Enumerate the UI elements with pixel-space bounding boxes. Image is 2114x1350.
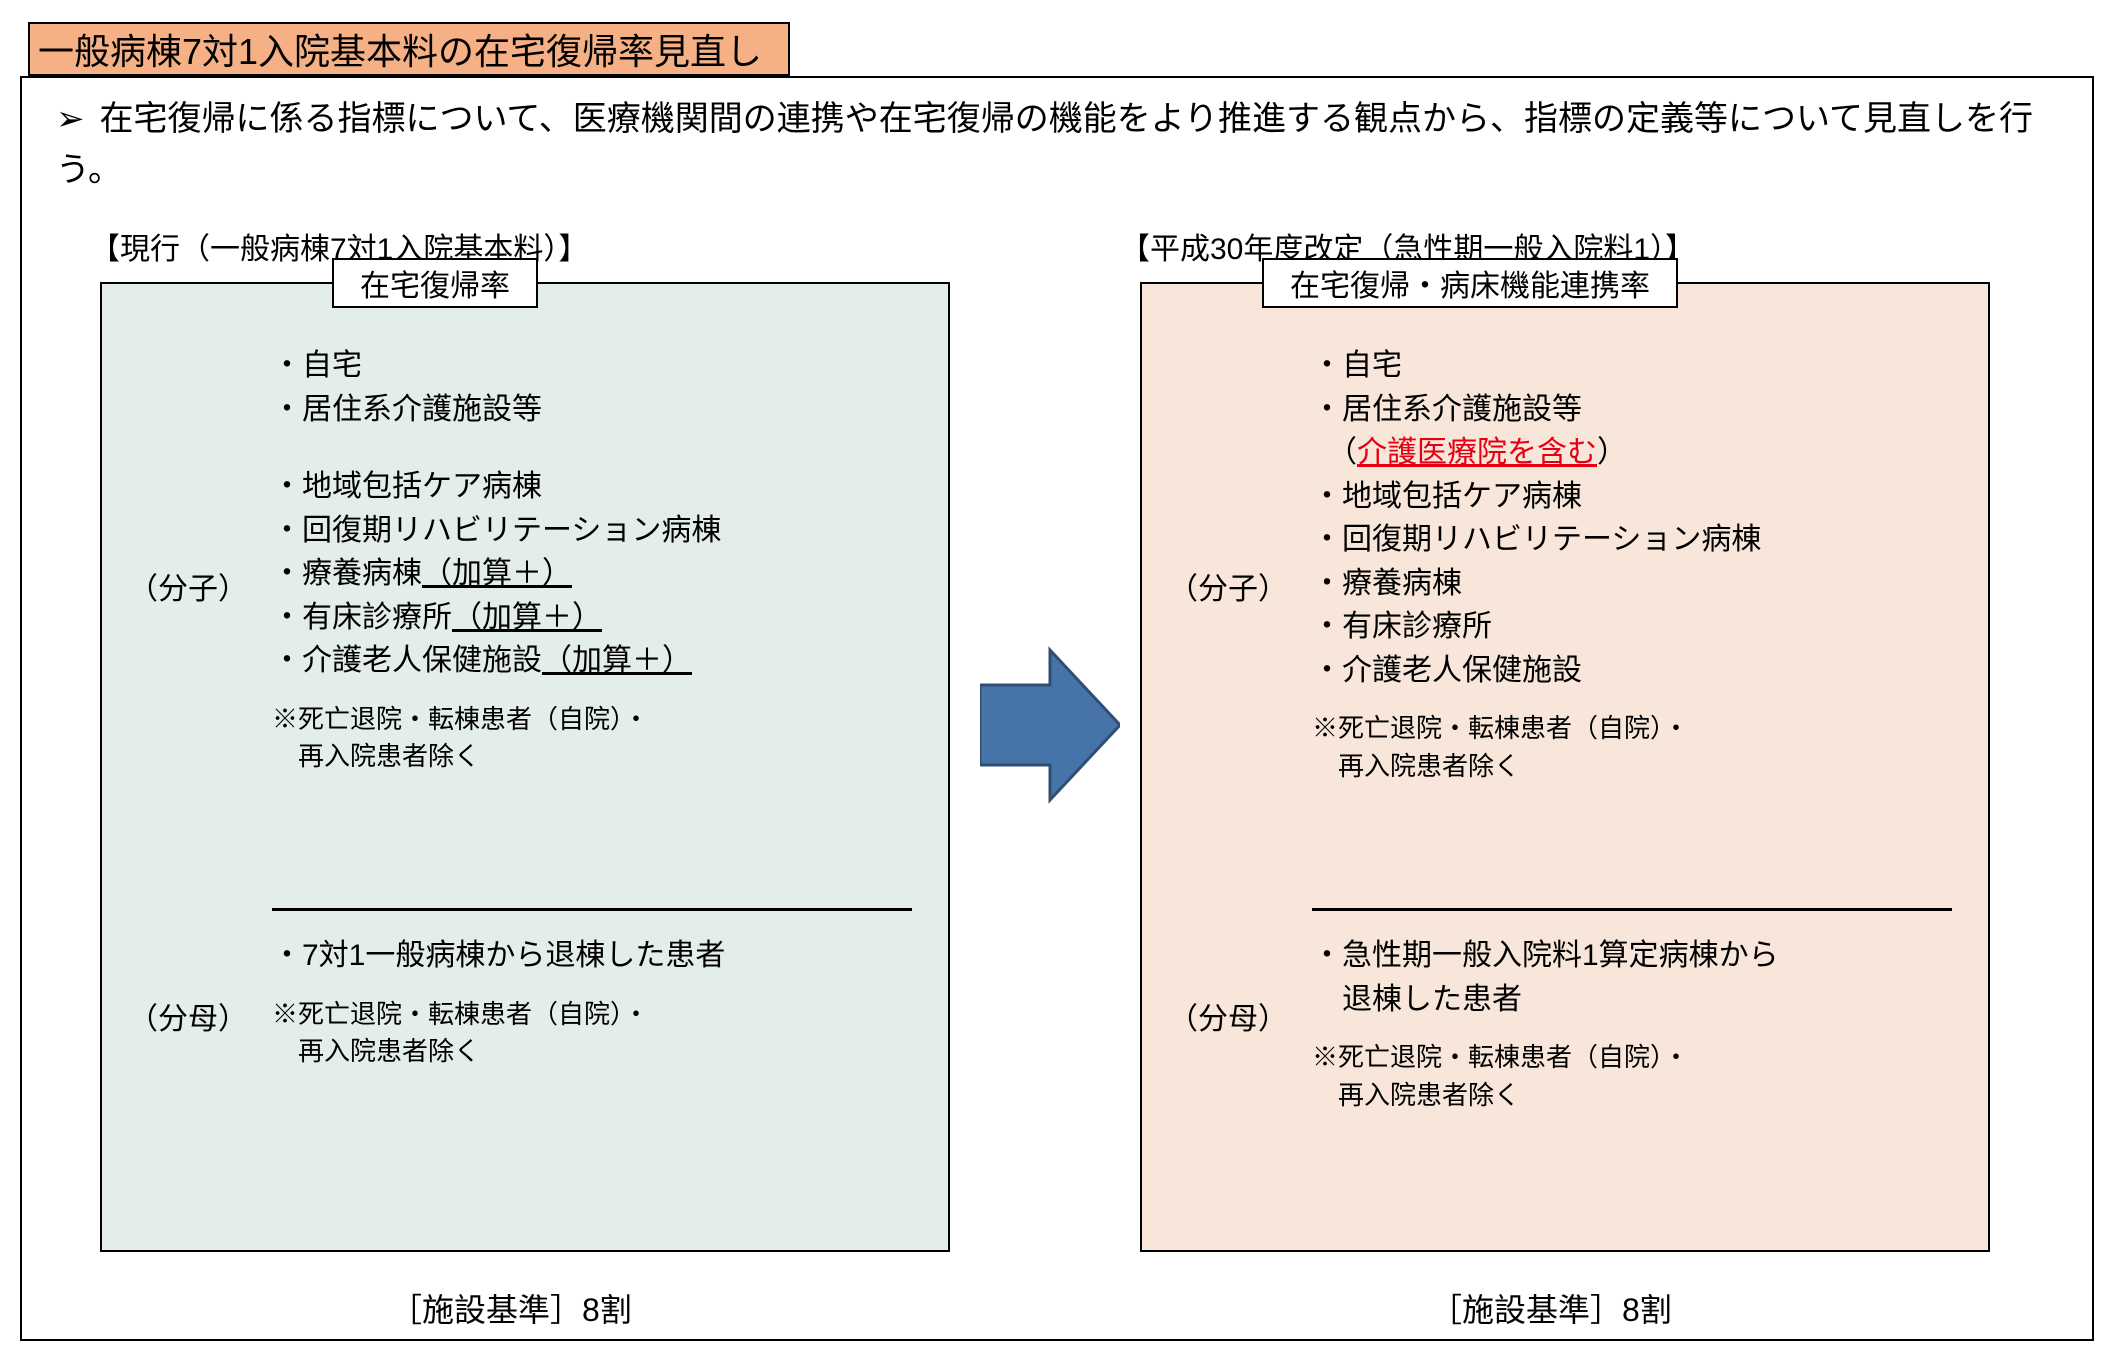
note-line: ※死亡退院・転棟患者（自院）・ — [272, 996, 922, 1034]
text: ・有床診療所 — [272, 601, 452, 634]
text-ul: （加算＋） — [542, 644, 692, 677]
text-ul: （加算＋） — [422, 557, 572, 590]
text: ） — [1597, 436, 1627, 469]
numerator-label-right: （分子） — [1168, 564, 1288, 608]
numerator-group1-right: ・自宅 ・居住系介護施設等 （介護医療院を含む） — [1312, 344, 1962, 475]
numerator-note-right: ※死亡退院・転棟患者（自院）・ 再入院患者除く — [1312, 710, 1962, 785]
list-item-red: （介護医療院を含む） — [1312, 431, 1962, 475]
text: ・回復期リハビリテーション病棟 — [272, 514, 721, 547]
spacer — [272, 431, 922, 465]
list-item: ・療養病棟 — [1312, 562, 1962, 606]
text: ・介護老人保健施設 — [272, 644, 542, 677]
list-item: ・介護老人保健施設（加算＋） — [272, 639, 922, 683]
list-item: ・療養病棟（加算＋） — [272, 552, 922, 596]
lead-bullet: ➢ 在宅復帰に係る指標について、医療機関間の連携や在宅復帰の機能をより推進する観… — [56, 94, 2066, 196]
numerator-note-left: ※死亡退院・転棟患者（自院）・ 再入院患者除く — [272, 701, 922, 776]
text: ・地域包括ケア病棟 — [272, 470, 542, 503]
note-line: ※死亡退院・転棟患者（自院）・ — [272, 701, 922, 739]
denominator-content-right: ・急性期一般入院料1算定病棟から 退棟した患者 ※死亡退院・転棟患者（自院）・ … — [1312, 934, 1962, 1114]
bullet-arrow-icon: ➢ — [56, 94, 90, 145]
fraction-divider-right — [1312, 908, 1952, 911]
page-title-bar: 一般病棟7対1入院基本料の在宅復帰率見直し — [28, 22, 790, 76]
note-line: 再入院患者除く — [1312, 1077, 1962, 1115]
list-item: ・回復期リハビリテーション病棟 — [272, 509, 922, 553]
footer-right: ［施設基準］8割 — [1430, 1285, 1672, 1331]
text-red: 介護医療院を含む — [1357, 436, 1597, 469]
list-item: ・地域包括ケア病棟 — [1312, 475, 1962, 519]
list-item: ・介護老人保健施設 — [1312, 649, 1962, 693]
numerator-label-left: （分子） — [128, 564, 248, 608]
list-item: ・7対1一般病棟から退棟した患者 — [272, 934, 922, 978]
revised-badge: 在宅復帰・病床機能連携率 — [1262, 258, 1678, 308]
list-item: ・有床診療所（加算＋） — [272, 596, 922, 640]
list-item: ・居住系介護施設等 — [272, 388, 922, 432]
numerator-content-right: ・自宅 ・居住系介護施設等 （介護医療院を含む） ・地域包括ケア病棟 ・回復期リ… — [1312, 344, 1962, 785]
note-line: 再入院患者除く — [272, 1033, 922, 1071]
list-item: ・有床診療所 — [1312, 605, 1962, 649]
footer-left: ［施設基準］8割 — [390, 1285, 632, 1331]
denominator-note-right: ※死亡退院・転棟患者（自院）・ 再入院患者除く — [1312, 1039, 1962, 1114]
text: （ — [1312, 436, 1357, 469]
list-item: ・回復期リハビリテーション病棟 — [1312, 518, 1962, 562]
list-item: ・自宅 — [1312, 344, 1962, 388]
fraction-divider-left — [272, 908, 912, 911]
text-ul: （加算＋） — [452, 601, 602, 634]
list-item: ・急性期一般入院料1算定病棟から — [1312, 934, 1962, 978]
text: ・療養病棟 — [272, 557, 422, 590]
numerator-group2-left: ・地域包括ケア病棟 ・回復期リハビリテーション病棟 ・療養病棟（加算＋） ・有床… — [272, 465, 922, 683]
page-title: 一般病棟7対1入院基本料の在宅復帰率見直し — [38, 23, 762, 75]
note-line: ※死亡退院・転棟患者（自院）・ — [1312, 710, 1962, 748]
list-item: ・地域包括ケア病棟 — [272, 465, 922, 509]
denominator-note-left: ※死亡退院・転棟患者（自院）・ 再入院患者除く — [272, 996, 922, 1071]
numerator-group2-right: ・地域包括ケア病棟 ・回復期リハビリテーション病棟 ・療養病棟 ・有床診療所 ・… — [1312, 475, 1962, 693]
current-panel: 在宅復帰率 （分子） ・自宅 ・居住系介護施設等 ・地域包括ケア病棟 ・回復期リ… — [100, 282, 950, 1252]
list-item: ・居住系介護施設等 — [1312, 388, 1962, 432]
denominator-label-left: （分母） — [128, 994, 248, 1038]
note-line: 再入院患者除く — [1312, 748, 1962, 786]
list-item: 退棟した患者 — [1312, 978, 1962, 1022]
note-line: ※死亡退院・転棟患者（自院）・ — [1312, 1039, 1962, 1077]
denominator-content-left: ・7対1一般病棟から退棟した患者 ※死亡退院・転棟患者（自院）・ 再入院患者除く — [272, 934, 922, 1071]
numerator-group1-left: ・自宅 ・居住系介護施設等 — [272, 344, 922, 431]
list-item: ・自宅 — [272, 344, 922, 388]
note-line: 再入院患者除く — [272, 738, 922, 776]
transition-arrow-icon — [980, 640, 1120, 810]
numerator-content-left: ・自宅 ・居住系介護施設等 ・地域包括ケア病棟 ・回復期リハビリテーション病棟 … — [272, 344, 922, 776]
current-badge: 在宅復帰率 — [332, 258, 538, 308]
denominator-label-right: （分母） — [1168, 994, 1288, 1038]
lead-text: 在宅復帰に係る指標について、医療機関間の連携や在宅復帰の機能をより推進する観点か… — [56, 100, 2033, 189]
revised-panel: 在宅復帰・病床機能連携率 （分子） ・自宅 ・居住系介護施設等 （介護医療院を含… — [1140, 282, 1990, 1252]
